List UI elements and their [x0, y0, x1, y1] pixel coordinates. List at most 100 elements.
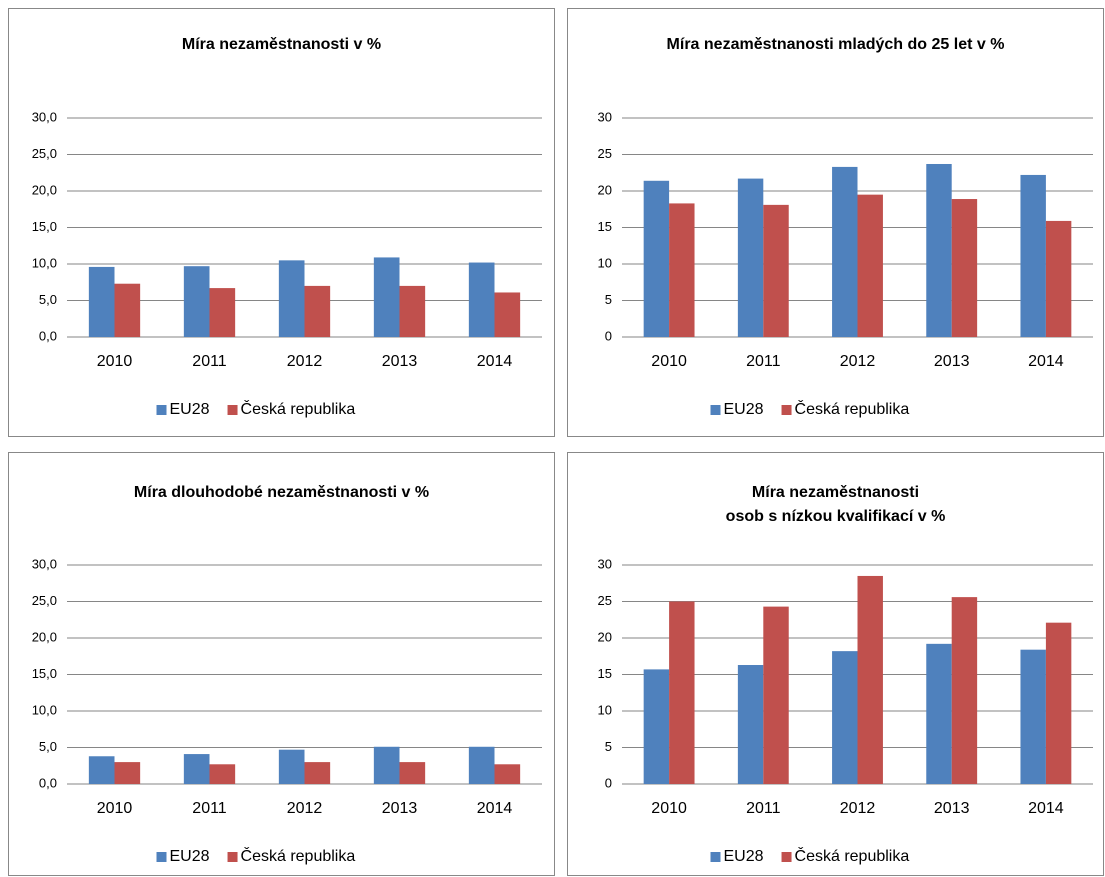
bar	[669, 203, 695, 337]
y-tick-label: 0	[605, 328, 612, 343]
bar	[926, 643, 952, 784]
bar	[278, 260, 305, 337]
bar	[183, 266, 210, 337]
bar	[763, 204, 789, 337]
y-tick-label: 20	[598, 182, 612, 197]
bar	[1045, 622, 1072, 784]
bar	[951, 597, 978, 784]
chart-title: osob s nízkou kvalifikací v %	[726, 508, 946, 525]
legend-label: EU28	[724, 401, 764, 418]
x-tick-label: 2013	[382, 353, 418, 370]
bar	[114, 762, 141, 784]
y-tick-label: 30,0	[32, 556, 57, 571]
legend-label: EU28	[170, 401, 210, 418]
bar	[468, 746, 495, 784]
y-tick-label: 5,0	[39, 292, 57, 307]
legend-label: EU28	[724, 848, 764, 865]
legend-swatch	[156, 405, 167, 415]
chart-title: Míra dlouhodobé nezaměstnanosti v %	[134, 484, 429, 501]
y-tick-label: 5,0	[39, 739, 57, 754]
x-tick-label: 2010	[651, 800, 687, 817]
bar	[373, 257, 400, 337]
bar	[88, 756, 115, 784]
chart-title: Míra nezaměstnanosti mladých do 25 let v…	[667, 36, 1005, 53]
bar	[763, 606, 789, 784]
bar	[832, 651, 858, 784]
y-tick-label: 20	[598, 629, 612, 644]
x-tick-label: 2011	[746, 353, 781, 370]
y-tick-label: 5	[605, 292, 612, 307]
legend-swatch	[156, 852, 167, 862]
x-tick-label: 2010	[651, 353, 687, 370]
panel	[8, 452, 555, 876]
bar	[373, 746, 400, 784]
bar	[399, 285, 426, 337]
bar	[88, 266, 115, 337]
y-tick-label: 0	[605, 775, 612, 790]
x-tick-label: 2013	[934, 800, 970, 817]
y-tick-label: 10	[598, 702, 612, 717]
bar	[643, 180, 670, 337]
y-tick-label: 10,0	[32, 702, 57, 717]
legend-swatch	[781, 405, 792, 415]
y-tick-label: 15	[598, 219, 612, 234]
legend-swatch	[710, 405, 721, 415]
x-tick-label: 2014	[477, 353, 513, 370]
bar	[114, 283, 141, 337]
y-tick-label: 10,0	[32, 255, 57, 270]
bar	[832, 166, 858, 337]
bar	[304, 285, 331, 337]
chart-title: Míra nezaměstnanosti v %	[182, 36, 381, 53]
legend-label: Česká republika	[795, 846, 910, 865]
x-tick-label: 2011	[192, 353, 227, 370]
y-tick-label: 20,0	[32, 182, 57, 197]
y-tick-label: 30,0	[32, 109, 57, 124]
x-tick-label: 2013	[382, 800, 418, 817]
panel	[8, 8, 555, 437]
x-tick-label: 2011	[192, 800, 227, 817]
x-tick-label: 2011	[746, 800, 781, 817]
y-tick-label: 30	[598, 556, 612, 571]
x-tick-label: 2014	[477, 800, 513, 817]
x-tick-label: 2012	[840, 800, 876, 817]
x-tick-label: 2012	[840, 353, 876, 370]
bar	[737, 178, 764, 337]
legend-swatch	[710, 852, 721, 862]
legend-label: EU28	[170, 848, 210, 865]
x-tick-label: 2014	[1028, 800, 1064, 817]
bar	[1020, 649, 1046, 784]
chart-title: Míra nezaměstnanosti	[752, 484, 919, 501]
bar	[468, 262, 495, 337]
bar	[1045, 220, 1072, 337]
y-tick-label: 0,0	[39, 775, 57, 790]
y-tick-label: 25	[598, 593, 612, 608]
bar	[857, 194, 883, 337]
y-tick-label: 20,0	[32, 629, 57, 644]
legend-swatch	[227, 852, 238, 862]
bar	[183, 754, 210, 784]
bar	[951, 199, 978, 337]
y-tick-label: 15,0	[32, 666, 57, 681]
bar	[304, 762, 331, 784]
legend-label: Česká republika	[795, 399, 910, 418]
legend-swatch	[227, 405, 238, 415]
y-tick-label: 25,0	[32, 593, 57, 608]
y-tick-label: 15,0	[32, 219, 57, 234]
bar	[737, 665, 764, 784]
y-tick-label: 25	[598, 146, 612, 161]
bar	[494, 764, 521, 784]
x-tick-label: 2012	[287, 353, 323, 370]
legend-swatch	[781, 852, 792, 862]
x-tick-label: 2010	[97, 353, 133, 370]
bar	[278, 749, 305, 784]
bar	[1020, 174, 1046, 337]
bar	[857, 575, 883, 784]
bar	[209, 288, 236, 337]
x-tick-label: 2012	[287, 800, 323, 817]
bar	[926, 163, 952, 337]
bar	[209, 764, 236, 784]
x-tick-label: 2013	[934, 353, 970, 370]
x-tick-label: 2014	[1028, 353, 1064, 370]
legend-label: Česká republika	[241, 846, 356, 865]
